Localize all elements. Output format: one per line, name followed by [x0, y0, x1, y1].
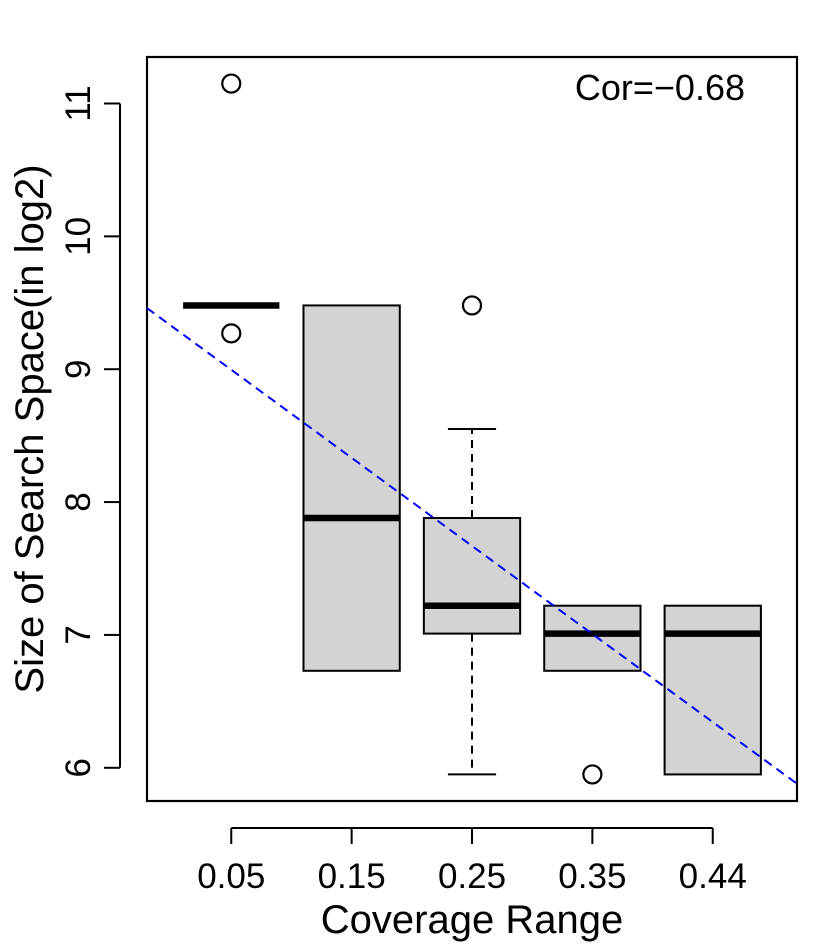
x-tick-label: 0.15 — [318, 857, 386, 896]
y-tick-label: 11 — [59, 85, 98, 121]
y-tick-label: 10 — [59, 217, 98, 256]
outlier-point — [461, 295, 483, 316]
box-0_35 — [543, 604, 642, 785]
y-tick-label: 7 — [59, 625, 98, 644]
y-axis-title: Size of Search Space(in log2) — [8, 164, 52, 693]
trend-line — [146, 307, 798, 785]
box-0_05 — [183, 73, 280, 344]
outlier-point — [221, 323, 242, 344]
y-axis: 6 7 8 9 10 11 — [59, 85, 121, 778]
y-tick-label: 6 — [59, 758, 98, 777]
box-body — [302, 304, 401, 672]
y-tick-label: 8 — [59, 492, 98, 511]
boxes — [183, 73, 762, 785]
box-body — [543, 604, 642, 672]
x-axis: 0.05 0.15 0.25 0.35 0.44 — [197, 827, 747, 896]
outlier-point — [221, 73, 242, 94]
box-0_15 — [302, 304, 401, 672]
x-tick-label: 0.44 — [679, 857, 747, 896]
outlier-point — [582, 764, 603, 785]
x-tick-label: 0.35 — [558, 857, 626, 896]
correlation-annotation: Cor=−0.68 — [575, 67, 745, 108]
x-axis-title: Coverage Range — [321, 898, 623, 942]
trend-line-group — [146, 307, 798, 785]
box-0_25 — [422, 295, 522, 776]
x-tick-label: 0.25 — [438, 857, 506, 896]
y-tick-label: 9 — [59, 359, 98, 378]
plot-area-frame — [145, 55, 799, 803]
box-body — [422, 517, 522, 635]
x-tick-label: 0.05 — [197, 857, 265, 896]
box-0_44 — [663, 604, 762, 776]
